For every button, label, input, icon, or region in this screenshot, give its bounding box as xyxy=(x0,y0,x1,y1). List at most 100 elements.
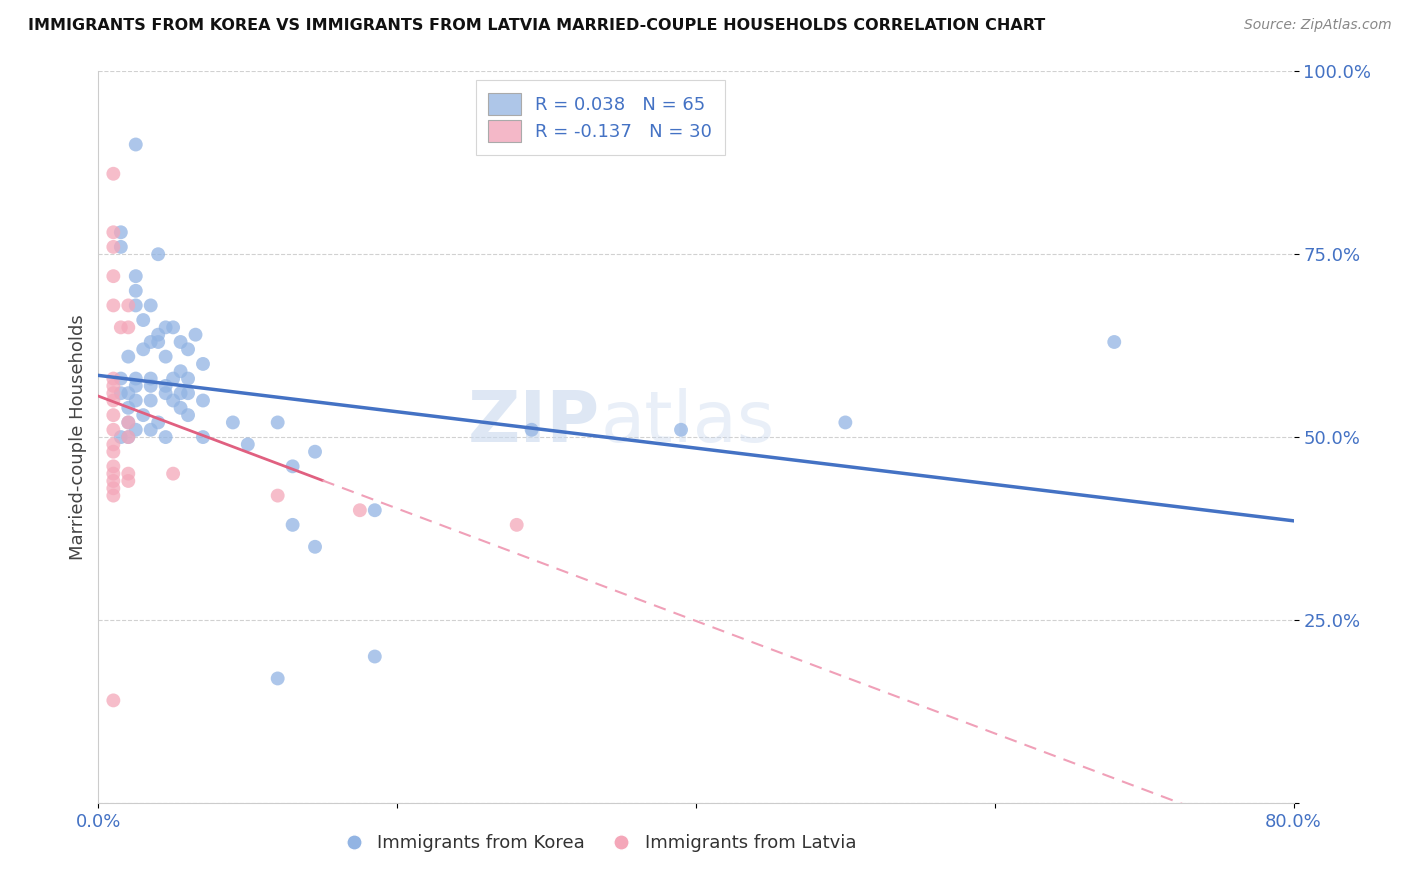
Point xyxy=(169,334,191,349)
Text: ZIP: ZIP xyxy=(468,388,600,457)
Point xyxy=(281,459,304,474)
Point xyxy=(267,672,290,686)
Point xyxy=(177,343,200,357)
Point xyxy=(117,401,139,415)
Point xyxy=(103,423,125,437)
Point xyxy=(669,423,692,437)
Point xyxy=(139,393,162,408)
Point xyxy=(103,225,125,239)
Point xyxy=(117,416,139,430)
Point xyxy=(103,474,125,488)
Point xyxy=(1104,334,1126,349)
Point xyxy=(110,240,132,254)
Point xyxy=(169,364,191,378)
Point xyxy=(103,481,125,495)
Point xyxy=(364,503,387,517)
Point xyxy=(125,393,148,408)
Point xyxy=(103,269,125,284)
Point xyxy=(103,371,125,385)
Point xyxy=(177,371,200,385)
Point xyxy=(103,379,125,393)
Text: Source: ZipAtlas.com: Source: ZipAtlas.com xyxy=(1244,18,1392,32)
Point xyxy=(155,430,177,444)
Point xyxy=(132,313,155,327)
Point xyxy=(169,401,191,415)
Point xyxy=(177,386,200,401)
Point xyxy=(162,320,184,334)
Point xyxy=(125,298,148,312)
Point xyxy=(191,393,214,408)
Point xyxy=(103,298,125,312)
Point xyxy=(236,437,259,451)
Y-axis label: Married-couple Households: Married-couple Households xyxy=(69,314,87,560)
Point xyxy=(184,327,207,342)
Point xyxy=(117,416,139,430)
Point xyxy=(139,298,162,312)
Point xyxy=(304,540,326,554)
Point xyxy=(103,459,125,474)
Point xyxy=(155,350,177,364)
Point xyxy=(117,386,139,401)
Point xyxy=(139,371,162,385)
Point xyxy=(125,284,148,298)
Point xyxy=(103,467,125,481)
Point xyxy=(281,517,304,532)
Point xyxy=(103,240,125,254)
Point xyxy=(117,350,139,364)
Point xyxy=(125,423,148,437)
Point xyxy=(364,649,387,664)
Point xyxy=(117,467,139,481)
Point xyxy=(177,408,200,422)
Point xyxy=(148,416,170,430)
Text: atlas: atlas xyxy=(600,388,775,457)
Point xyxy=(132,343,155,357)
Point xyxy=(132,408,155,422)
Point xyxy=(103,693,125,707)
Point xyxy=(110,386,132,401)
Point xyxy=(110,430,132,444)
Point xyxy=(267,416,290,430)
Point xyxy=(103,393,125,408)
Text: IMMIGRANTS FROM KOREA VS IMMIGRANTS FROM LATVIA MARRIED-COUPLE HOUSEHOLDS CORREL: IMMIGRANTS FROM KOREA VS IMMIGRANTS FROM… xyxy=(28,18,1046,33)
Point xyxy=(139,334,162,349)
Point xyxy=(155,379,177,393)
Point xyxy=(125,371,148,385)
Point xyxy=(349,503,371,517)
Point xyxy=(117,320,139,334)
Point xyxy=(103,444,125,458)
Point xyxy=(304,444,326,458)
Point xyxy=(169,386,191,401)
Point xyxy=(110,320,132,334)
Point xyxy=(110,225,132,239)
Point xyxy=(125,379,148,393)
Point xyxy=(103,489,125,503)
Point xyxy=(520,423,543,437)
Point xyxy=(103,437,125,451)
Point xyxy=(834,416,856,430)
Point xyxy=(162,467,184,481)
Point xyxy=(148,334,170,349)
Point xyxy=(148,247,170,261)
Point xyxy=(125,137,148,152)
Point xyxy=(162,371,184,385)
Point xyxy=(222,416,245,430)
Point xyxy=(117,430,139,444)
Point xyxy=(125,269,148,284)
Point xyxy=(110,371,132,385)
Point xyxy=(155,386,177,401)
Point xyxy=(148,327,170,342)
Point xyxy=(162,393,184,408)
Point xyxy=(117,430,139,444)
Point xyxy=(191,357,214,371)
Legend: Immigrants from Korea, Immigrants from Latvia: Immigrants from Korea, Immigrants from L… xyxy=(337,827,863,860)
Point xyxy=(103,386,125,401)
Point xyxy=(103,408,125,422)
Point xyxy=(117,474,139,488)
Point xyxy=(267,489,290,503)
Point xyxy=(103,167,125,181)
Point xyxy=(155,320,177,334)
Point xyxy=(191,430,214,444)
Point xyxy=(139,423,162,437)
Point xyxy=(117,298,139,312)
Point xyxy=(506,517,529,532)
